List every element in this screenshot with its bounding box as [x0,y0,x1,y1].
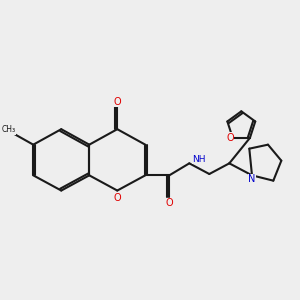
Text: O: O [113,193,121,203]
Text: O: O [113,97,121,107]
Text: CH₃: CH₃ [2,125,16,134]
Text: NH: NH [192,155,206,164]
Text: O: O [166,198,173,208]
Text: O: O [226,133,234,143]
Text: N: N [248,174,256,184]
